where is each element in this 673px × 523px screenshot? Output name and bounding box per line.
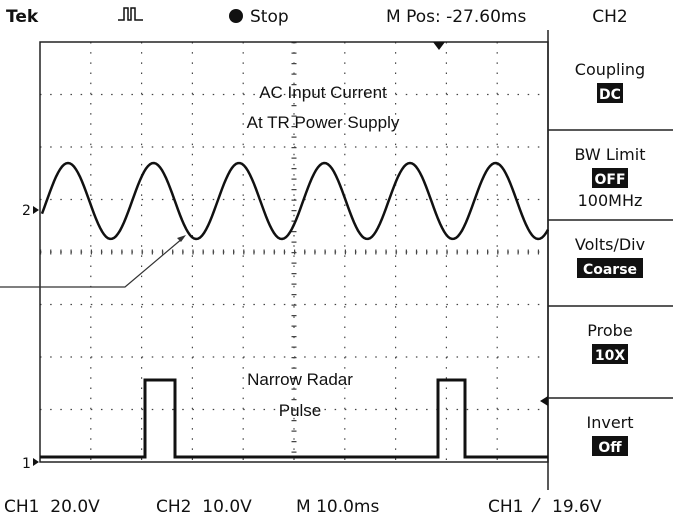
menu-detail: 100MHz xyxy=(578,191,643,210)
ch2-trace xyxy=(42,163,548,239)
pointer-arrow xyxy=(0,238,183,287)
menu-value: 10X xyxy=(595,348,625,364)
menu-value: OFF xyxy=(594,172,625,188)
annotation: Pulse xyxy=(279,401,322,420)
menu-label: Volts/Div xyxy=(575,235,645,254)
marker-arrow xyxy=(33,206,39,214)
status: Stop xyxy=(250,7,289,27)
stop-dot xyxy=(229,9,243,23)
side-menu: Coupling DC BW Limit OFF 100MHz Volts/Div Coar… xyxy=(575,60,646,456)
menu-value: Coarse xyxy=(583,262,637,278)
menu-label: Probe xyxy=(587,321,632,340)
arrow-head xyxy=(177,235,186,242)
trigger-level-marker xyxy=(540,396,548,406)
display: Tek Stop M Pos: -27.60ms CH2 Coupling DC B… xyxy=(0,0,673,523)
menu-label: BW Limit xyxy=(575,145,646,164)
menu-value: Off xyxy=(598,440,622,456)
brand: Tek xyxy=(6,7,39,27)
oscilloscope-screen: Tek Stop M Pos: -27.60ms CH2 Coupling DC B… xyxy=(0,0,673,523)
ch2-marker: 2 xyxy=(22,203,31,219)
graticule xyxy=(40,42,548,462)
ch1-marker: 1 xyxy=(22,456,31,472)
ch2-scale: CH2 10.0V xyxy=(156,497,252,517)
trigger-slope xyxy=(532,498,540,512)
position: M Pos: -27.60ms xyxy=(386,7,526,27)
annotation: Narrow Radar xyxy=(247,370,353,389)
menu-label: Coupling xyxy=(575,60,645,79)
marker-arrow xyxy=(33,458,39,466)
menu-value: DC xyxy=(599,87,621,103)
annotation: At TR Power Supply xyxy=(247,113,400,132)
time-scale: M 10.0ms xyxy=(296,497,379,517)
ch1-scale: CH1 20.0V xyxy=(4,497,100,517)
trigger-channel: CH1 xyxy=(488,497,523,517)
channel: CH2 xyxy=(592,7,627,27)
trigger-pos-marker xyxy=(433,42,445,50)
annotation: AC Input Current xyxy=(259,83,387,102)
trigger-level: 19.6V xyxy=(552,497,602,517)
menu-label: Invert xyxy=(586,413,633,432)
trigger-icon xyxy=(118,8,143,20)
